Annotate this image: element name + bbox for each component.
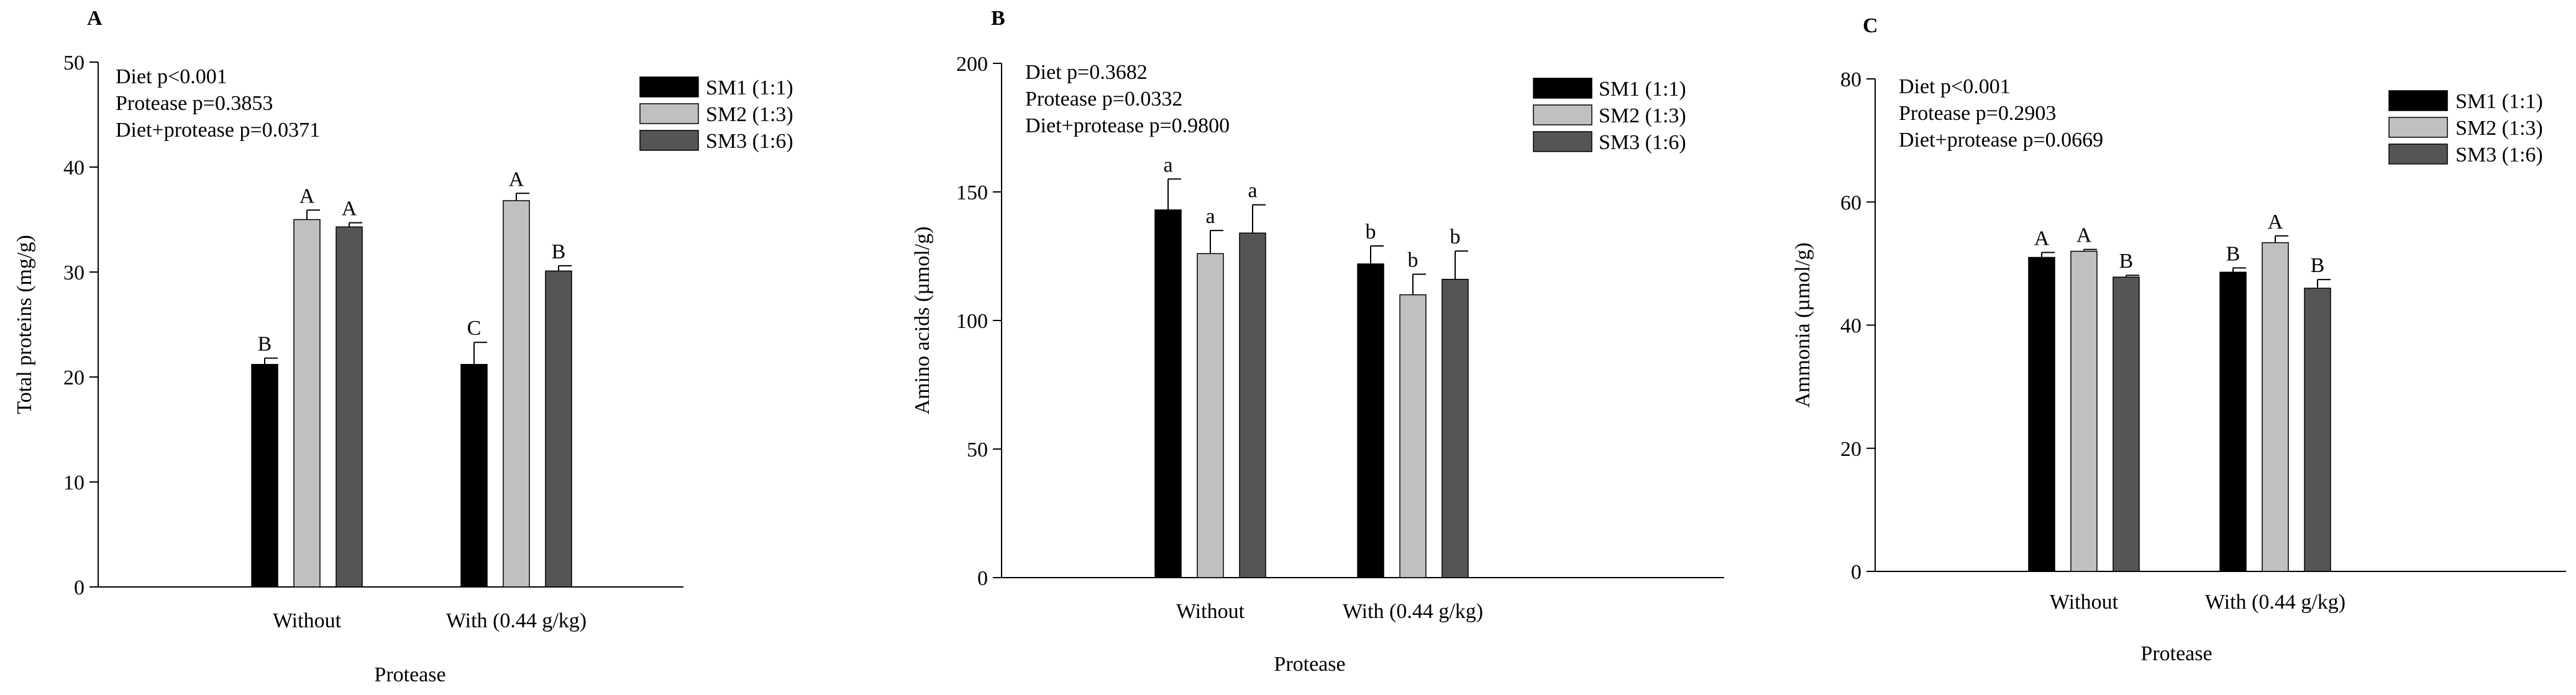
panel-letter: B bbox=[991, 7, 1005, 30]
stats-annotation: Diet p<0.001 bbox=[1899, 75, 2011, 98]
legend-swatch bbox=[639, 103, 699, 124]
bar bbox=[460, 363, 488, 588]
significance-letter: A bbox=[509, 168, 524, 191]
bar bbox=[293, 219, 321, 588]
bar bbox=[503, 200, 530, 588]
y-axis-title: Amino acids (µmol/g) bbox=[911, 227, 934, 415]
stats-annotation: Protease p=0.2903 bbox=[1899, 102, 2056, 125]
legend-label: SM1 (1:1) bbox=[706, 76, 793, 99]
y-tick-label: 80 bbox=[1840, 68, 1861, 91]
legend-swatch bbox=[2388, 90, 2448, 111]
significance-letter: B bbox=[552, 240, 566, 263]
stats-annotation: Diet+protease p=0.9800 bbox=[1025, 114, 1230, 137]
y-tick-label: 40 bbox=[63, 157, 84, 179]
legend-swatch bbox=[2388, 143, 2448, 165]
significance-letter: b bbox=[1366, 220, 1376, 243]
bar bbox=[1357, 263, 1384, 578]
category-label: Without bbox=[1176, 600, 1245, 623]
panel-letter: A bbox=[87, 7, 103, 30]
bar bbox=[2219, 271, 2247, 572]
category-label: With (0.44 g/kg) bbox=[446, 609, 587, 632]
bar bbox=[1441, 279, 1469, 578]
significance-letter: A bbox=[342, 198, 357, 220]
significance-letter: b bbox=[1450, 225, 1461, 248]
bar bbox=[545, 270, 572, 588]
stats-annotation: Protease p=0.0332 bbox=[1025, 88, 1182, 111]
significance-letter: C bbox=[467, 317, 482, 340]
panel-letter: C bbox=[1863, 14, 1878, 37]
panel-c: C 0 20 40 60 80 Ammonia (µmol/g) Protease Withou… bbox=[1791, 14, 2566, 665]
y-tick-label: 50 bbox=[967, 438, 988, 461]
y-tick-label: 100 bbox=[956, 310, 988, 333]
stats-annotation: Diet+protease p=0.0371 bbox=[116, 119, 320, 142]
panel-b: B 0 50 100 150 200 Amino acids (µmol/g) Proteas… bbox=[911, 7, 1724, 676]
panel-a: A 0 10 20 30 40 50 Total proteins (mg/g) Proteas… bbox=[13, 7, 793, 686]
significance-letter: b bbox=[1408, 248, 1418, 271]
bar bbox=[2070, 250, 2098, 572]
legend-swatch bbox=[1533, 104, 1592, 125]
y-tick-label: 30 bbox=[63, 261, 84, 284]
legend-label: SM2 (1:3) bbox=[706, 103, 793, 126]
bar bbox=[1197, 253, 1224, 578]
legend-swatch bbox=[639, 76, 699, 98]
bar bbox=[1399, 294, 1427, 578]
y-tick-label: 0 bbox=[74, 576, 84, 599]
legend-label: SM1 (1:1) bbox=[2455, 90, 2543, 113]
significance-letter: B bbox=[2119, 250, 2134, 273]
y-tick-label: 20 bbox=[1840, 438, 1861, 461]
significance-letter: A bbox=[2076, 224, 2092, 247]
bar bbox=[2304, 288, 2331, 572]
bar bbox=[2028, 257, 2055, 572]
x-axis-title: Protease bbox=[1274, 653, 1345, 676]
bar bbox=[2112, 276, 2140, 572]
y-tick-label: 60 bbox=[1840, 191, 1861, 214]
significance-letter: A bbox=[2268, 211, 2283, 234]
significance-letter: a bbox=[1248, 179, 1257, 202]
stats-annotation: Diet+protease p=0.0669 bbox=[1899, 129, 2103, 152]
significance-letter: a bbox=[1163, 153, 1172, 176]
significance-letter: B bbox=[258, 333, 272, 356]
category-label: With (0.44 g/kg) bbox=[1343, 600, 1483, 623]
legend-swatch bbox=[639, 130, 699, 151]
bar bbox=[2262, 242, 2289, 572]
y-axis-title: Total proteins (mg/g) bbox=[13, 235, 36, 414]
legend-swatch bbox=[2388, 117, 2448, 138]
category-label: With (0.44 g/kg) bbox=[2205, 591, 2345, 614]
bar bbox=[1154, 209, 1182, 578]
significance-letter: B bbox=[2226, 242, 2240, 265]
legend-label: SM1 (1:1) bbox=[1599, 78, 1686, 101]
x-axis-title: Protease bbox=[2140, 642, 2212, 665]
bar bbox=[1239, 232, 1266, 578]
y-tick-label: 40 bbox=[1840, 315, 1861, 338]
legend-label: SM3 (1:6) bbox=[706, 130, 793, 153]
stats-annotation: Diet p=0.3682 bbox=[1025, 61, 1148, 84]
bar bbox=[336, 226, 363, 588]
y-axis-title: Ammonia (µmol/g) bbox=[1791, 242, 1814, 407]
significance-letter: a bbox=[1205, 205, 1215, 228]
significance-letter: A bbox=[299, 184, 315, 207]
y-tick-label: 200 bbox=[956, 53, 988, 76]
y-tick-label: 150 bbox=[956, 181, 988, 204]
category-label: Without bbox=[2050, 591, 2119, 614]
y-tick-label: 50 bbox=[63, 52, 84, 75]
y-tick-label: 20 bbox=[63, 366, 84, 389]
stats-annotation: Protease p=0.3853 bbox=[116, 92, 273, 115]
y-tick-label: 0 bbox=[977, 567, 988, 590]
significance-letter: B bbox=[2311, 254, 2325, 277]
legend-swatch bbox=[1533, 78, 1592, 99]
category-label: Without bbox=[273, 609, 342, 632]
y-tick-label: 10 bbox=[63, 471, 84, 494]
stats-annotation: Diet p<0.001 bbox=[116, 65, 227, 88]
significance-letter: A bbox=[2034, 227, 2050, 250]
bar bbox=[251, 363, 278, 588]
legend-label: SM2 (1:3) bbox=[1599, 104, 1686, 127]
y-tick-label: 0 bbox=[1851, 561, 1861, 584]
legend-label: SM3 (1:6) bbox=[1599, 131, 1686, 154]
legend-label: SM3 (1:6) bbox=[2455, 143, 2543, 166]
legend-label: SM2 (1:3) bbox=[2455, 117, 2543, 140]
x-axis-title: Protease bbox=[374, 663, 445, 686]
legend-swatch bbox=[1533, 131, 1592, 152]
